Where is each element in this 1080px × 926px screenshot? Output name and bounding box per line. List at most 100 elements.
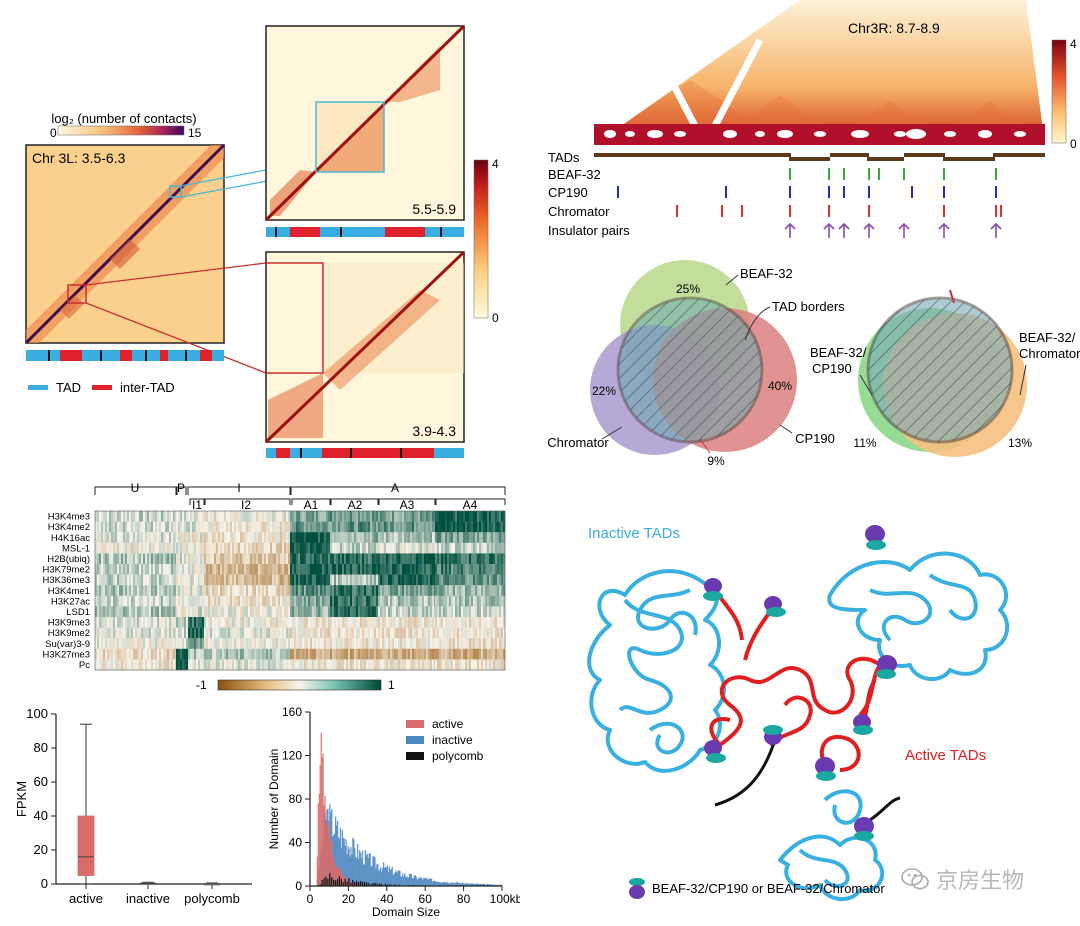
heatmap-cell (318, 606, 321, 618)
heatmap-cell (157, 617, 160, 628)
heatmap-cell (176, 617, 179, 628)
heatmap-cell (318, 638, 321, 649)
heatmap-cell (426, 532, 429, 543)
heatmap-cell (208, 627, 211, 639)
heatmap-cell (238, 648, 241, 660)
heatmap-cell (366, 595, 369, 607)
heatmap-cell (404, 511, 407, 522)
heatmap-cell (354, 638, 357, 649)
hist-bar-inactive (461, 882, 463, 886)
heatmap-cell (316, 532, 319, 543)
heatmap-cell (266, 648, 269, 660)
heatmap-cell (394, 606, 397, 618)
tad-borders-label: TAD borders (772, 299, 845, 314)
heatmap-cell (153, 585, 156, 596)
chromatin-tails (714, 739, 901, 822)
legend-swatch-active (406, 720, 424, 728)
heatmap-cell (463, 595, 466, 607)
hist-bar-inactive (435, 882, 438, 886)
heatmap-cell (284, 511, 287, 522)
heatmap-cell (123, 553, 126, 565)
heatmap-cell (97, 585, 100, 596)
heatmap-cell (204, 638, 207, 649)
heatmap-cell (473, 564, 476, 575)
heatmap-cell (451, 521, 454, 533)
heatmap-cell (330, 648, 333, 660)
heatmap-cell (372, 617, 375, 628)
heatmap-cell (254, 532, 257, 543)
heatmap-cell (320, 511, 323, 522)
hist-bar-polycomb (386, 884, 388, 886)
heatmap-cell (378, 574, 381, 586)
heatmap-cell (302, 564, 305, 575)
heatmap-cell (202, 627, 205, 639)
hist-bar-active (321, 757, 323, 886)
heatmap-cell (354, 606, 357, 618)
heatmap-cell (153, 659, 156, 671)
heatmap-cell (196, 627, 199, 639)
heatmap-cell (282, 511, 285, 522)
main-hic-map (24, 143, 226, 345)
heatmap-cell (408, 521, 411, 533)
heatmap-cell (254, 585, 257, 596)
heatmap-cell (487, 659, 490, 671)
heatmap-cell (348, 521, 351, 533)
heatmap-cell (256, 511, 259, 522)
heatmap-cell (378, 617, 381, 628)
heatmap-cell (250, 532, 253, 543)
hist-bar-inactive (408, 873, 411, 886)
heatmap-cell (422, 553, 425, 565)
heatmap-cell (386, 564, 389, 575)
region-label: Chr3R: 8.7-8.9 (848, 20, 940, 36)
heatmap-cell (218, 511, 221, 522)
heatmap-cell (163, 553, 166, 565)
heatmap-cell (326, 648, 329, 660)
heatmap-cell (493, 638, 496, 649)
heatmap-cell (202, 521, 205, 533)
heatmap-cell (312, 627, 315, 639)
heatmap-cell (147, 648, 150, 660)
heatmap-cell (473, 595, 476, 607)
heatmap-cell (322, 617, 325, 628)
heatmap-cell (348, 574, 351, 586)
heatmap-cell (487, 511, 490, 522)
heatmap-cell (485, 542, 488, 554)
heatmap-cell (141, 585, 144, 596)
heatmap-cell (332, 659, 335, 671)
heatmap-cell (129, 542, 132, 554)
heatmap-cell (358, 627, 361, 639)
heatmap-cell (410, 542, 413, 554)
heatmap-cell (390, 542, 393, 554)
heatmap-cell (192, 617, 195, 628)
heatmap-cell (489, 542, 492, 554)
heatmap-cell (117, 574, 120, 586)
heatmap-cell (449, 511, 452, 522)
heatmap-cell (372, 574, 375, 586)
heatmap-cell (398, 659, 401, 671)
heatmap-cell (153, 574, 156, 586)
heatmap-cell (316, 564, 319, 575)
heatmap-cell (220, 521, 223, 533)
heatmap-cell (244, 532, 247, 543)
heatmap-cell (467, 574, 470, 586)
heatmap-cell (270, 553, 273, 565)
heatmap-cell (157, 542, 160, 554)
heatmap-cell (406, 638, 409, 649)
y-tick-label: 100 (26, 706, 48, 721)
heatmap-cell (109, 532, 112, 543)
zoom-colorbar (473, 159, 489, 319)
heatmap-cell (194, 511, 197, 522)
heatmap-row (95, 532, 506, 543)
heatmap-cell (165, 659, 168, 671)
heatmap-cell (117, 638, 120, 649)
heatmap-cell (447, 648, 450, 660)
heatmap-cell (308, 606, 311, 618)
heatmap-cell (119, 648, 122, 660)
heatmap-cell (176, 659, 179, 671)
heatmap-cell (497, 585, 500, 596)
heatmap-cell (416, 585, 419, 596)
heatmap-cell (272, 564, 275, 575)
heatmap-cell (449, 606, 452, 618)
heatmap-cell (184, 606, 187, 618)
heatmap-cell (204, 511, 207, 522)
